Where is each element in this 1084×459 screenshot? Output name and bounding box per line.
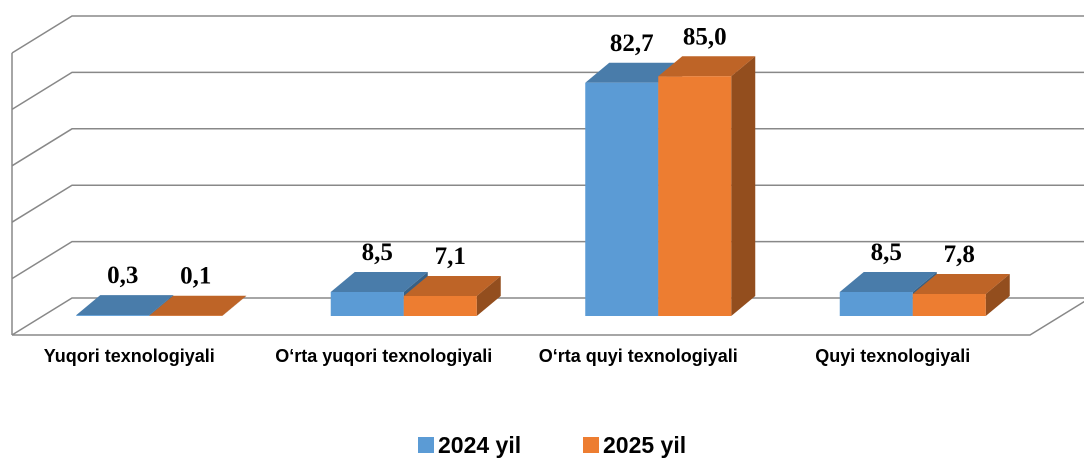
value-label: 7,8 xyxy=(944,241,975,268)
value-label: 8,5 xyxy=(362,239,393,266)
bar-face xyxy=(476,275,501,316)
x-tick-label: Yuqori texnologiyali xyxy=(43,346,215,366)
x-tick-label: O‘rta quyi texnologiyali xyxy=(538,346,738,366)
bar xyxy=(149,295,247,316)
bar-face xyxy=(585,62,683,83)
bar xyxy=(658,56,756,317)
value-label: 0,3 xyxy=(107,262,138,289)
bar-face xyxy=(76,315,150,316)
legend-swatch xyxy=(583,437,599,453)
bar-face xyxy=(839,292,913,316)
grid-line xyxy=(11,15,1084,54)
bar-face xyxy=(731,56,756,317)
bar-face xyxy=(222,295,247,316)
bar-face xyxy=(403,295,477,316)
value-label: 7,1 xyxy=(435,243,466,270)
value-label: 0,1 xyxy=(180,263,211,290)
bar-face xyxy=(658,76,732,316)
grid-line xyxy=(11,184,1084,223)
bar-face xyxy=(403,275,501,296)
bar-face xyxy=(912,274,1010,295)
value-label: 8,5 xyxy=(871,239,902,266)
value-label: 82,7 xyxy=(610,30,654,57)
floor-edge xyxy=(12,300,1084,336)
value-label: 85,0 xyxy=(683,23,727,50)
legend-label: 2024 yil xyxy=(438,432,521,458)
bar-face xyxy=(330,272,428,293)
grid-line xyxy=(11,128,1084,167)
grid-line xyxy=(11,71,1084,111)
bar-face xyxy=(149,295,247,316)
bar xyxy=(912,274,1010,316)
bar-face xyxy=(912,294,986,316)
bar xyxy=(403,275,501,316)
bar-face xyxy=(839,272,937,293)
bar-face xyxy=(658,56,756,77)
bar-face xyxy=(585,82,659,316)
x-tick-label: Quyi texnologiyali xyxy=(815,346,971,366)
bar-face xyxy=(76,295,174,316)
legend-swatch xyxy=(418,437,434,453)
bar-face xyxy=(985,274,1010,316)
bar-face xyxy=(330,292,404,316)
legend-label: 2025 yil xyxy=(603,432,686,458)
x-tick-label: O‘rta yuqori texnologiyali xyxy=(275,346,493,366)
